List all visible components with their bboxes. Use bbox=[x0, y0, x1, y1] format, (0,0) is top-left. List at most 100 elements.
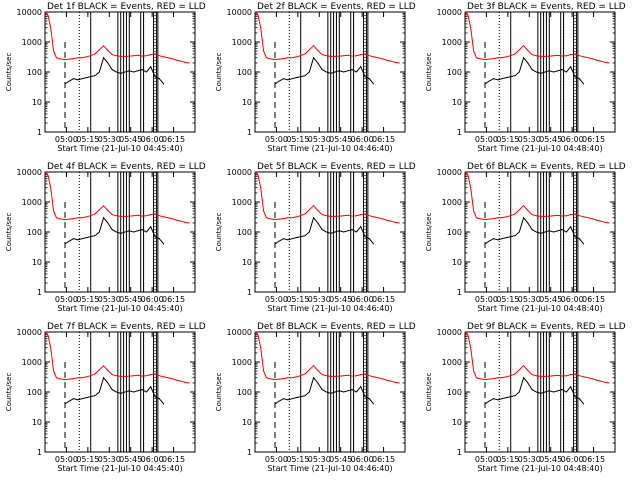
series-lld-line bbox=[44, 331, 190, 384]
series-events-point bbox=[325, 231, 327, 233]
series-lld-point bbox=[291, 377, 293, 379]
series-lld-point bbox=[553, 375, 555, 377]
series-lld-point bbox=[73, 378, 75, 380]
series-lld-point bbox=[493, 218, 495, 220]
series-lld-point bbox=[321, 214, 323, 216]
series-events-point bbox=[518, 71, 520, 73]
panel-title: Det 3f BLACK = Events, RED = LLD bbox=[467, 2, 626, 12]
series-lld-point bbox=[325, 215, 327, 217]
series-lld-point bbox=[120, 55, 122, 57]
x-tick-label: 06:00 bbox=[561, 135, 584, 144]
series-lld-point bbox=[334, 375, 336, 377]
y-tick-label: 100 bbox=[447, 228, 462, 237]
series-lld-point bbox=[163, 56, 165, 58]
series-events-point bbox=[540, 72, 542, 74]
series-events-point bbox=[561, 389, 563, 391]
series-lld-point bbox=[398, 62, 400, 64]
series-lld-point bbox=[531, 214, 533, 216]
series-events-point bbox=[334, 71, 336, 73]
y-tick-label: 1 bbox=[457, 128, 462, 137]
series-lld-point bbox=[154, 213, 156, 215]
series-events-point bbox=[120, 232, 122, 234]
series-lld-point bbox=[587, 57, 589, 59]
series-events-point bbox=[73, 78, 75, 80]
series-events-point bbox=[343, 391, 345, 393]
series-lld-point bbox=[478, 378, 480, 380]
x-tick-label: 05:15 bbox=[496, 455, 519, 464]
series-lld-point bbox=[604, 221, 606, 223]
x-tick-label: 06:00 bbox=[561, 455, 584, 464]
series-events-point bbox=[120, 392, 122, 394]
y-tick-label: 10 bbox=[452, 98, 462, 107]
y-tick-label: 10000 bbox=[227, 328, 252, 337]
series-lld-point bbox=[475, 377, 477, 379]
series-events-line bbox=[274, 56, 374, 85]
series-events-point bbox=[313, 377, 315, 379]
series-lld-point bbox=[278, 378, 280, 380]
series-events-point bbox=[355, 231, 357, 233]
series-events-point bbox=[578, 238, 580, 240]
x-tick-label: 05:30 bbox=[98, 295, 121, 304]
series-lld-point bbox=[188, 382, 190, 384]
series-events-point bbox=[115, 71, 117, 73]
series-lld-point bbox=[535, 215, 537, 217]
series-events-point bbox=[133, 71, 135, 73]
series-lld-point bbox=[467, 14, 469, 16]
series-lld-point bbox=[53, 370, 55, 372]
series-lld-point bbox=[265, 217, 267, 219]
x-tick-label: 06:15 bbox=[582, 295, 605, 304]
series-events-point bbox=[351, 229, 353, 231]
series-lld-point bbox=[85, 376, 87, 378]
series-lld-point bbox=[278, 218, 280, 220]
series-lld-point bbox=[175, 59, 177, 61]
y-tick-label: 1000 bbox=[232, 38, 252, 47]
series-lld-point bbox=[308, 49, 310, 51]
series-lld-point bbox=[544, 375, 546, 377]
series-lld-point bbox=[50, 27, 52, 29]
series-lld-point bbox=[287, 57, 289, 59]
series-lld-point bbox=[317, 210, 319, 212]
series-lld-point bbox=[90, 55, 92, 57]
series-lld-point bbox=[385, 59, 387, 61]
series-lld-point bbox=[347, 374, 349, 376]
series-lld-point bbox=[188, 222, 190, 224]
series-lld-point bbox=[377, 57, 379, 59]
series-lld-point bbox=[283, 58, 285, 60]
series-lld-point bbox=[154, 373, 156, 375]
series-events-point bbox=[64, 83, 66, 85]
series-lld-point bbox=[364, 213, 366, 215]
series-events-point bbox=[81, 78, 83, 80]
series-lld-point bbox=[364, 53, 366, 55]
series-lld-point bbox=[271, 378, 273, 380]
series-lld-point bbox=[377, 377, 379, 379]
plot-frame bbox=[44, 11, 196, 133]
series-lld-point bbox=[274, 379, 276, 381]
series-events-point bbox=[163, 243, 165, 245]
series-events-point bbox=[274, 83, 276, 85]
panel-title: Det 6f BLACK = Events, RED = LLD bbox=[467, 162, 626, 172]
series-events-point bbox=[141, 389, 143, 391]
series-lld-point bbox=[398, 222, 400, 224]
series-events-point bbox=[64, 243, 66, 245]
series-lld-point bbox=[321, 54, 323, 56]
y-tick-label: 10 bbox=[452, 258, 462, 267]
series-lld-point bbox=[574, 373, 576, 375]
panel-5: Det 5f BLACK = Events, RED = LLD Counts/s… bbox=[215, 162, 416, 313]
x-tick-label: 05:00 bbox=[55, 135, 78, 144]
y-tick-label: 10 bbox=[242, 258, 252, 267]
series-lld-point bbox=[85, 56, 87, 58]
series-lld-point bbox=[583, 216, 585, 218]
series-lld-point bbox=[390, 380, 392, 382]
series-lld-point bbox=[531, 374, 533, 376]
series-lld-point bbox=[587, 377, 589, 379]
series-lld-point bbox=[124, 55, 126, 57]
series-events-point bbox=[145, 231, 147, 233]
series-lld-point bbox=[103, 45, 105, 47]
series-lld-point bbox=[334, 55, 336, 57]
series-events-point bbox=[98, 391, 100, 393]
series-events-point bbox=[128, 390, 130, 392]
series-events-point bbox=[493, 78, 495, 80]
series-lld-point bbox=[44, 171, 46, 173]
x-tick-label: 05:00 bbox=[475, 295, 498, 304]
